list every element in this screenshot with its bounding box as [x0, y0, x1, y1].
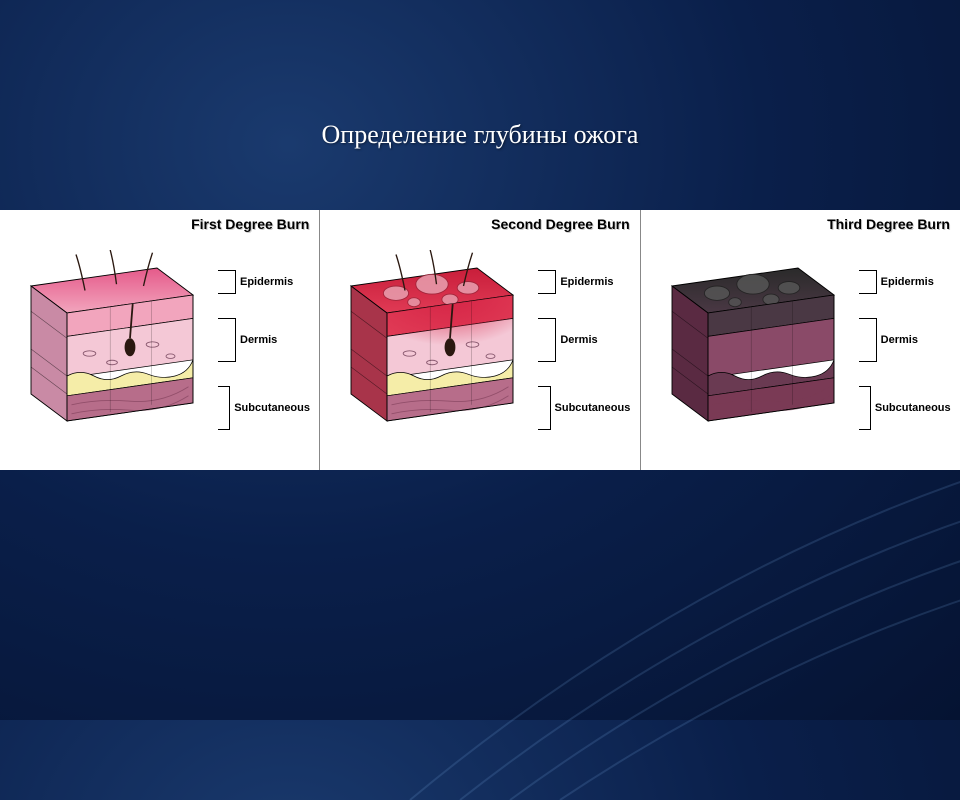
label-subcutaneous: Subcutaneous: [538, 386, 630, 430]
label-text: Subcutaneous: [555, 402, 631, 414]
label-dermis: Dermis: [859, 318, 951, 362]
burn-panel-2: Second Degree Burn: [320, 210, 640, 470]
bracket-icon: [859, 386, 871, 430]
slide-title: Определение глубины ожога: [0, 120, 960, 150]
label-text: Subcutaneous: [234, 402, 310, 414]
label-text: Dermis: [881, 334, 918, 346]
bracket-icon: [859, 270, 877, 294]
panel-title: Second Degree Burn: [491, 216, 629, 232]
label-text: Epidermis: [881, 276, 934, 288]
label-text: Dermis: [240, 334, 277, 346]
bracket-icon: [538, 386, 550, 430]
label-dermis: Dermis: [538, 318, 630, 362]
skin-block-diagram: [12, 250, 212, 430]
layer-labels: Epidermis Dermis Subcutaneous: [538, 270, 630, 454]
layer-labels: Epidermis Dermis Subcutaneous: [218, 270, 310, 454]
label-epidermis: Epidermis: [538, 270, 630, 294]
diagram-panels: First Degree Burn: [0, 210, 960, 470]
bracket-icon: [538, 270, 556, 294]
label-text: Dermis: [560, 334, 597, 346]
bracket-icon: [538, 318, 556, 362]
bracket-icon: [218, 386, 230, 430]
skin-block-diagram: [332, 250, 532, 430]
label-epidermis: Epidermis: [859, 270, 951, 294]
label-dermis: Dermis: [218, 318, 310, 362]
burn-panel-3: Third Degree Burn: [641, 210, 960, 470]
label-text: Epidermis: [240, 276, 293, 288]
label-text: Epidermis: [560, 276, 613, 288]
label-subcutaneous: Subcutaneous: [218, 386, 310, 430]
layer-labels: Epidermis Dermis Subcutaneous: [859, 270, 951, 454]
bracket-icon: [218, 270, 236, 294]
label-epidermis: Epidermis: [218, 270, 310, 294]
burn-panel-1: First Degree Burn: [0, 210, 320, 470]
panel-title: Third Degree Burn: [827, 216, 950, 232]
bracket-icon: [218, 318, 236, 362]
label-text: Subcutaneous: [875, 402, 951, 414]
label-subcutaneous: Subcutaneous: [859, 386, 951, 430]
panel-title: First Degree Burn: [191, 216, 309, 232]
bracket-icon: [859, 318, 877, 362]
skin-block-diagram: [653, 250, 853, 430]
